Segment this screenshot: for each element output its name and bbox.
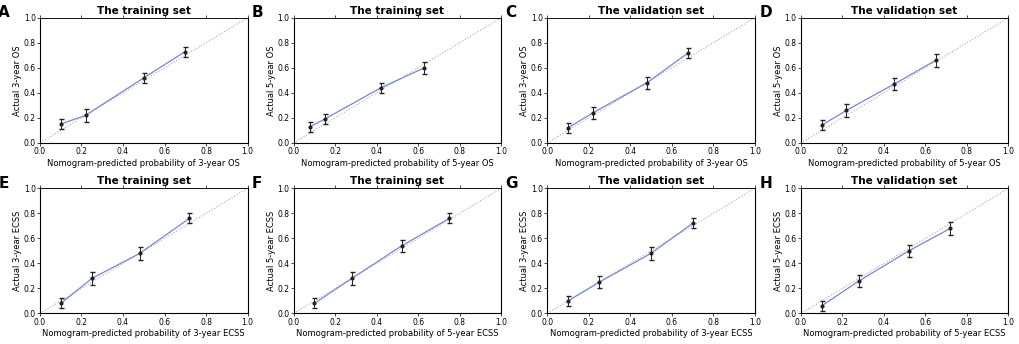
- X-axis label: Nomogram-predicted probability of 3-year ECSS: Nomogram-predicted probability of 3-year…: [43, 330, 245, 338]
- Text: D: D: [758, 5, 771, 20]
- Title: The training set: The training set: [97, 6, 191, 15]
- Title: The training set: The training set: [351, 176, 444, 186]
- Title: The validation set: The validation set: [851, 6, 957, 15]
- Y-axis label: Actual 5-year ECSS: Actual 5-year ECSS: [267, 211, 275, 291]
- Text: A: A: [0, 5, 10, 20]
- Y-axis label: Actual 5-year OS: Actual 5-year OS: [267, 45, 275, 116]
- X-axis label: Nomogram-predicted probability of 3-year OS: Nomogram-predicted probability of 3-year…: [47, 159, 239, 168]
- Text: F: F: [252, 176, 262, 191]
- X-axis label: Nomogram-predicted probability of 5-year ECSS: Nomogram-predicted probability of 5-year…: [296, 330, 498, 338]
- Text: C: C: [505, 5, 517, 20]
- Text: H: H: [758, 176, 771, 191]
- X-axis label: Nomogram-predicted probability of 3-year ECSS: Nomogram-predicted probability of 3-year…: [549, 330, 752, 338]
- Text: E: E: [0, 176, 9, 191]
- Y-axis label: Actual 3-year OS: Actual 3-year OS: [520, 45, 529, 116]
- Title: The validation set: The validation set: [597, 6, 703, 15]
- Title: The training set: The training set: [97, 176, 191, 186]
- Y-axis label: Actual 3-year ECSS: Actual 3-year ECSS: [13, 211, 22, 291]
- Y-axis label: Actual 5-year ECSS: Actual 5-year ECSS: [773, 211, 783, 291]
- Y-axis label: Actual 5-year OS: Actual 5-year OS: [773, 45, 783, 116]
- Title: The validation set: The validation set: [597, 176, 703, 186]
- Y-axis label: Actual 3-year OS: Actual 3-year OS: [13, 45, 22, 116]
- Title: The validation set: The validation set: [851, 176, 957, 186]
- Y-axis label: Actual 3-year ECSS: Actual 3-year ECSS: [520, 211, 529, 291]
- X-axis label: Nomogram-predicted probability of 3-year OS: Nomogram-predicted probability of 3-year…: [554, 159, 747, 168]
- X-axis label: Nomogram-predicted probability of 5-year OS: Nomogram-predicted probability of 5-year…: [301, 159, 493, 168]
- Text: B: B: [252, 5, 263, 20]
- Title: The training set: The training set: [351, 6, 444, 15]
- X-axis label: Nomogram-predicted probability of 5-year OS: Nomogram-predicted probability of 5-year…: [807, 159, 1000, 168]
- X-axis label: Nomogram-predicted probability of 5-year ECSS: Nomogram-predicted probability of 5-year…: [803, 330, 1005, 338]
- Text: G: G: [505, 176, 518, 191]
